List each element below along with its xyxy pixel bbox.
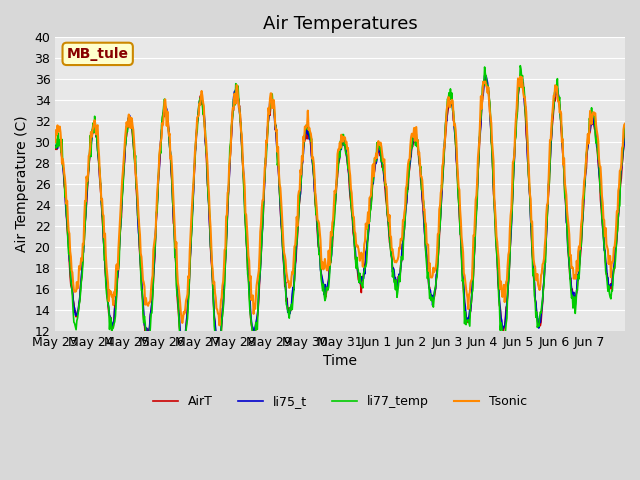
X-axis label: Time: Time [323,354,357,368]
li75_t [621,136,629,142]
Text: MB_tule: MB_tule [67,47,129,61]
li77_temp [224,202,232,208]
AirT [224,209,232,215]
li77_temp [51,144,59,150]
Tsonic [216,323,223,328]
li75_t [432,286,440,291]
li75_t [214,346,222,352]
li75_t [51,143,59,149]
Tsonic [273,149,281,155]
AirT [118,192,126,197]
Title: Air Temperatures: Air Temperatures [263,15,417,33]
li75_t [517,72,525,77]
Line: AirT: AirT [55,76,625,349]
li75_t [400,232,408,238]
Tsonic [224,190,232,196]
AirT [178,346,186,352]
li77_temp [621,128,629,133]
Tsonic [516,74,524,80]
li77_temp [252,320,260,325]
AirT [252,325,260,331]
AirT [400,231,408,237]
Tsonic [118,177,126,183]
AirT [51,146,59,152]
AirT [483,73,490,79]
Line: li77_temp: li77_temp [55,66,625,355]
li75_t [252,321,260,326]
li77_temp [516,63,524,69]
li75_t [273,152,281,158]
Line: Tsonic: Tsonic [55,77,625,325]
AirT [273,149,281,155]
AirT [621,129,629,135]
Tsonic [621,121,629,127]
li77_temp [273,162,281,168]
li75_t [118,194,126,200]
Line: li75_t: li75_t [55,74,625,349]
li75_t [224,205,232,211]
Tsonic [51,139,59,145]
Tsonic [432,265,440,271]
li77_temp [432,284,440,289]
li77_temp [118,195,126,201]
Tsonic [252,294,260,300]
AirT [432,285,440,291]
li77_temp [400,230,408,236]
li77_temp [178,352,186,358]
Legend: AirT, li75_t, li77_temp, Tsonic: AirT, li75_t, li77_temp, Tsonic [148,390,532,413]
Y-axis label: Air Temperature (C): Air Temperature (C) [15,116,29,252]
Tsonic [400,218,408,224]
